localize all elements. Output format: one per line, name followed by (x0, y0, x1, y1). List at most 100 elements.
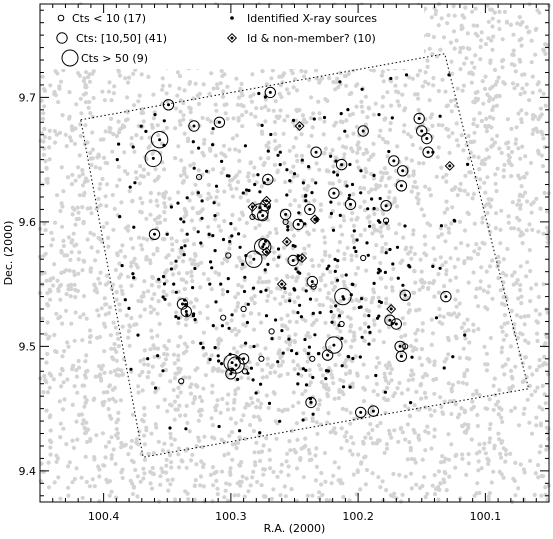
field-star (489, 38, 494, 43)
field-star (388, 493, 394, 498)
field-star (62, 253, 67, 258)
field-star (538, 88, 543, 93)
field-star (215, 189, 220, 194)
field-star (336, 307, 341, 312)
field-star (524, 111, 529, 116)
field-star (499, 350, 504, 355)
field-star (504, 273, 509, 278)
field-star (527, 222, 532, 227)
field-star (236, 255, 242, 260)
field-star (411, 290, 416, 295)
field-star (500, 37, 505, 42)
field-star (431, 246, 436, 251)
field-star (431, 377, 436, 382)
field-star (141, 294, 146, 299)
field-star (483, 451, 488, 456)
field-star (355, 469, 360, 475)
identified-source-dot (410, 355, 414, 359)
field-star (259, 401, 264, 406)
field-star (309, 95, 314, 100)
small-circle-source (360, 254, 367, 262)
identified-source-dot (278, 163, 282, 167)
identified-source-dot (263, 268, 267, 272)
field-star (473, 294, 478, 300)
field-star (419, 362, 424, 368)
field-star (476, 155, 481, 160)
field-star (52, 262, 57, 267)
field-star (503, 448, 508, 453)
field-star (93, 258, 98, 263)
field-star (236, 291, 241, 296)
field-star (441, 314, 446, 319)
field-star (191, 242, 197, 247)
field-star (67, 114, 72, 119)
field-star (216, 202, 221, 207)
field-star (146, 362, 151, 367)
field-star (433, 12, 438, 17)
field-star (423, 184, 428, 189)
field-star (480, 220, 485, 225)
field-star (410, 76, 415, 81)
small-circle-source (258, 355, 265, 362)
field-star (183, 375, 188, 380)
small-circle-source (225, 252, 232, 259)
field-star (438, 226, 443, 231)
field-star (289, 222, 294, 227)
field-star (486, 458, 491, 463)
identified-source-dot (251, 378, 255, 382)
identified-source-dot (278, 150, 282, 154)
field-star (226, 392, 231, 397)
field-star (519, 184, 524, 189)
field-star (321, 272, 326, 277)
field-star (285, 326, 290, 331)
field-star (227, 147, 232, 152)
field-star (317, 398, 322, 403)
field-star (190, 278, 195, 284)
field-star (370, 441, 376, 446)
field-star (348, 324, 353, 329)
field-star (95, 249, 100, 254)
field-star (410, 348, 416, 353)
source-center-dot (417, 117, 421, 120)
identified-source-dot (335, 278, 340, 282)
field-star (498, 451, 503, 456)
identified-source-dot (191, 286, 195, 290)
identified-source-dot (254, 391, 258, 395)
identified-source-dot (184, 302, 188, 307)
legend: Cts < 10 (17)Cts: [10,50] (41)Cts > 50 (… (56, 12, 377, 67)
field-star (449, 386, 454, 391)
field-star (327, 181, 332, 186)
field-star (119, 368, 124, 373)
field-star (441, 175, 446, 180)
field-star (412, 430, 417, 435)
field-star (474, 286, 479, 291)
field-star (320, 228, 325, 233)
field-star (142, 362, 147, 367)
identified-source-dot (269, 132, 273, 137)
identified-source-dot (199, 341, 203, 345)
field-star (492, 376, 497, 381)
field-star (156, 133, 161, 138)
field-star (432, 359, 437, 364)
field-star (276, 407, 281, 412)
field-star (359, 461, 364, 466)
field-star (513, 460, 518, 465)
field-star (278, 355, 283, 360)
field-star (129, 283, 134, 288)
field-star (71, 269, 76, 274)
field-star (401, 129, 406, 134)
field-star (291, 145, 296, 150)
field-star (120, 324, 125, 329)
source-center-dot (261, 214, 265, 218)
identified-source-dot (228, 239, 232, 244)
field-star (339, 426, 344, 431)
legend-large-circle (61, 49, 79, 67)
field-star (542, 392, 547, 397)
field-star (152, 346, 157, 351)
field-star (491, 34, 496, 39)
field-star (178, 413, 183, 418)
field-star (465, 192, 470, 197)
identified-source-dot (192, 166, 196, 170)
source-center-dot (181, 302, 184, 306)
field-star (238, 195, 243, 200)
